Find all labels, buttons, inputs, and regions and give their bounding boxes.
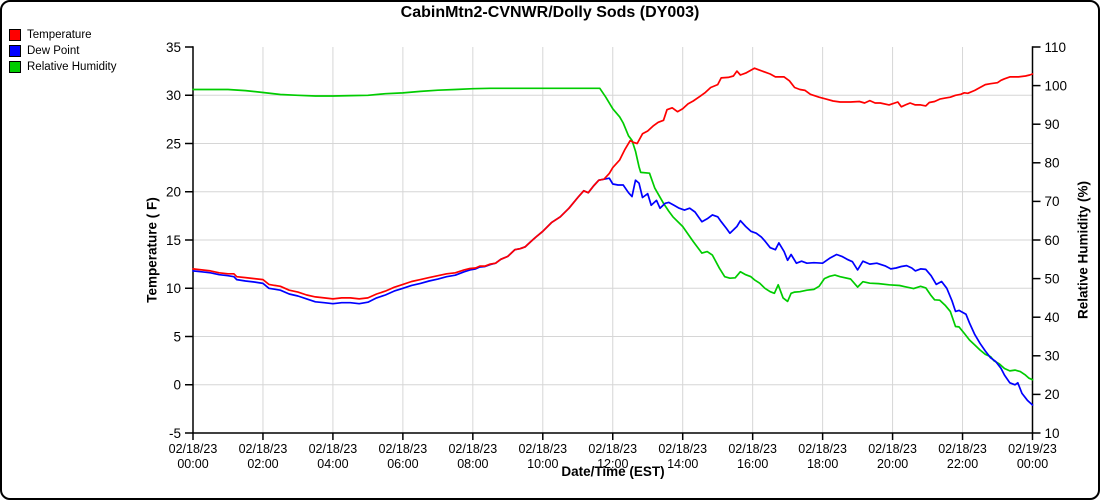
svg-text:02/18/23: 02/18/23	[798, 442, 847, 456]
svg-text:40: 40	[1045, 310, 1060, 325]
dew-point-swatch-icon	[9, 45, 21, 57]
svg-text:02/18/23: 02/18/23	[379, 442, 428, 456]
series-temperature	[192, 67, 1034, 300]
svg-text:100: 100	[1045, 78, 1068, 93]
x-axis-title: Date/Time (EST)	[561, 464, 665, 479]
svg-text:35: 35	[166, 40, 181, 55]
svg-text:10: 10	[166, 281, 181, 296]
svg-text:60: 60	[1045, 233, 1060, 248]
svg-text:02/19/23: 02/19/23	[1008, 442, 1057, 456]
svg-text:25: 25	[166, 136, 181, 151]
svg-text:22:00: 22:00	[947, 457, 978, 471]
svg-text:20: 20	[1045, 387, 1060, 402]
svg-text:04:00: 04:00	[317, 457, 348, 471]
svg-text:30: 30	[166, 88, 181, 103]
svg-text:-5: -5	[169, 426, 181, 441]
legend: Temperature Dew Point Relative Humidity	[9, 27, 116, 75]
svg-text:02/18/23: 02/18/23	[938, 442, 987, 456]
svg-text:70: 70	[1045, 194, 1060, 209]
temperature-swatch-icon	[9, 29, 21, 41]
right-axis-ticks: 110 100 90 80 70 60 50 40 30 20 10	[1032, 40, 1068, 441]
gridlines	[193, 47, 1033, 433]
svg-text:00:00: 00:00	[177, 457, 208, 471]
svg-text:16:00: 16:00	[737, 457, 768, 471]
page-title: CabinMtn2-CVNWR/Dolly Sods (DY003)	[400, 4, 700, 21]
series-lines	[192, 67, 1034, 406]
left-axis-ticks: 35 30 25 20 15 10 5 0 -5	[166, 40, 193, 441]
svg-text:02/18/23: 02/18/23	[239, 442, 288, 456]
left-axis-title: Temperature ( F)	[144, 197, 160, 303]
svg-text:02/18/23: 02/18/23	[169, 442, 218, 456]
svg-text:02/18/23: 02/18/23	[868, 442, 917, 456]
svg-text:20: 20	[166, 185, 181, 200]
x-axis-ticks: 02/18/2300:0002/18/2302:0002/18/2304:000…	[169, 433, 1057, 471]
legend-label: Dew Point	[27, 45, 80, 57]
svg-text:14:00: 14:00	[667, 457, 698, 471]
legend-item-relative-humidity: Relative Humidity	[9, 59, 116, 75]
series-relative-humidity	[192, 87, 1034, 381]
svg-text:02/18/23: 02/18/23	[309, 442, 358, 456]
svg-text:02/18/23: 02/18/23	[658, 442, 707, 456]
svg-text:06:00: 06:00	[387, 457, 418, 471]
svg-text:10: 10	[1045, 426, 1060, 441]
svg-text:15: 15	[166, 233, 181, 248]
svg-text:02/18/23: 02/18/23	[448, 442, 497, 456]
svg-text:18:00: 18:00	[807, 457, 838, 471]
svg-text:08:00: 08:00	[457, 457, 488, 471]
svg-text:90: 90	[1045, 117, 1060, 132]
series-dew-point	[192, 177, 1034, 406]
svg-text:12:00: 12:00	[597, 457, 628, 471]
svg-text:30: 30	[1045, 349, 1060, 364]
legend-label: Relative Humidity	[27, 61, 117, 73]
svg-text:10:00: 10:00	[527, 457, 558, 471]
legend-item-dew-point: Dew Point	[9, 43, 116, 59]
svg-text:80: 80	[1045, 156, 1060, 171]
svg-text:5: 5	[173, 329, 181, 344]
svg-text:02/18/23: 02/18/23	[588, 442, 637, 456]
svg-text:0: 0	[173, 378, 181, 393]
svg-text:00:00: 00:00	[1017, 457, 1048, 471]
legend-item-temperature: Temperature	[9, 27, 116, 43]
svg-text:110: 110	[1045, 40, 1067, 55]
svg-text:02:00: 02:00	[247, 457, 278, 471]
right-axis-title: Relative Humidity (%)	[1075, 180, 1091, 320]
svg-text:02/18/23: 02/18/23	[728, 442, 777, 456]
svg-text:20:00: 20:00	[877, 457, 908, 471]
legend-label: Temperature	[27, 29, 92, 41]
relative-humidity-swatch-icon	[9, 61, 21, 73]
svg-text:50: 50	[1045, 271, 1060, 286]
svg-text:02/18/23: 02/18/23	[518, 442, 567, 456]
